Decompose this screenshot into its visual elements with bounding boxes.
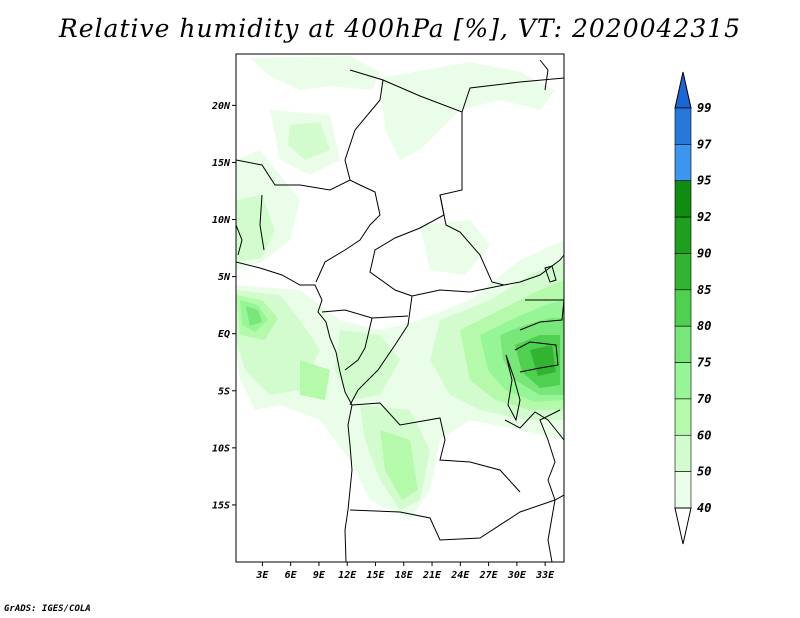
border [349,494,564,541]
rh-patch-40 [250,56,380,90]
colorbar-label: 75 [697,356,711,370]
country-boundaries [236,59,564,562]
border [382,77,564,113]
colorbar-box [674,398,692,436]
border [411,284,505,297]
colorbar-label: 90 [697,246,711,260]
lon-tick-label: 27E [479,570,499,581]
coastline [236,261,353,562]
colorbar-label: 40 [697,501,711,515]
lake [505,354,521,422]
colorbar-box [674,362,692,400]
colorbar-box [674,289,692,327]
rh-patch-60 [300,360,330,400]
border [321,309,409,319]
humidity-shading [236,56,564,520]
lat-tick-label: 10N [212,215,231,226]
lon-tick-label: 30E [507,570,527,581]
border [344,317,373,371]
lat-tick-label: 5N [218,272,231,283]
lon-tick-label: 24E [450,570,470,581]
colorbar-bottom-arrow [674,507,692,545]
border [236,224,243,256]
lon-tick-label: 15E [366,570,385,581]
lon-tick-label: 21E [422,570,442,581]
border [349,295,413,406]
lat-tick-label: EQ [218,329,230,340]
colorbar-label: 97 [697,137,712,151]
lon-tick-label: 18E [395,570,414,581]
border [539,59,549,91]
rh-patch-40 [420,220,490,275]
border [259,194,265,251]
colorbar-box [674,180,692,218]
rh-patch-50 [335,330,400,400]
colorbar-box [674,253,692,291]
map-title: Relative humidity at 400hPa [%], VT: 202… [58,14,742,43]
colorbar-box [674,216,692,254]
lat-tick-label: 15N [212,158,231,169]
colorbar-label: 60 [697,428,711,442]
colorbar-label: 92 [697,210,711,224]
colorbar-box [674,471,692,509]
lat-tick-label: 10S [212,443,230,454]
border [504,411,564,441]
colorbar-label: 80 [697,319,711,333]
border [351,402,521,493]
colorbar-label: 70 [697,392,711,406]
lake [544,265,557,283]
border [344,69,384,181]
latitude-axis: 20N 15N 10N 5N EQ 5S 10S 15S [211,101,236,511]
border [519,299,564,331]
colorbar-label: 95 [697,174,711,188]
border [539,409,561,562]
lon-tick-label: 3E [255,570,269,581]
rh-patch-50 [288,122,330,160]
border [369,112,463,297]
colorbar-label: 99 [697,101,711,115]
map-frame [235,53,565,563]
colorbar-label: 85 [697,283,711,297]
border [439,194,564,286]
rh-patch-60 [380,430,418,500]
border [236,159,381,283]
colorbar-box [674,107,692,145]
colorbar: 99 97 95 92 90 85 80 75 70 60 50 40 [674,71,712,545]
colorbar-top-arrow [674,71,692,109]
rh-patch-50 [236,195,275,262]
colorbar-box [674,144,692,182]
colorbar-label: 50 [697,465,711,479]
grads-credit: GrADS: IGES/COLA [4,604,91,614]
colorbar-box [674,325,692,363]
lon-tick-label: 12E [338,570,357,581]
lon-tick-label: 33E [535,570,555,581]
longitude-axis: 3E 6E 9E 12E 15E 18E 21E 24E 27E 30E 33E [255,562,555,581]
colorbar-box [674,434,692,472]
lat-tick-label: 15S [212,500,230,511]
lat-tick-label: 20N [211,101,231,112]
rh-patch-75 [246,306,262,326]
lon-tick-label: 9E [313,570,326,581]
lon-tick-label: 6E [285,570,298,581]
lat-tick-label: 5S [218,386,230,397]
border [514,341,559,373]
rh-patch-40 [380,62,555,160]
